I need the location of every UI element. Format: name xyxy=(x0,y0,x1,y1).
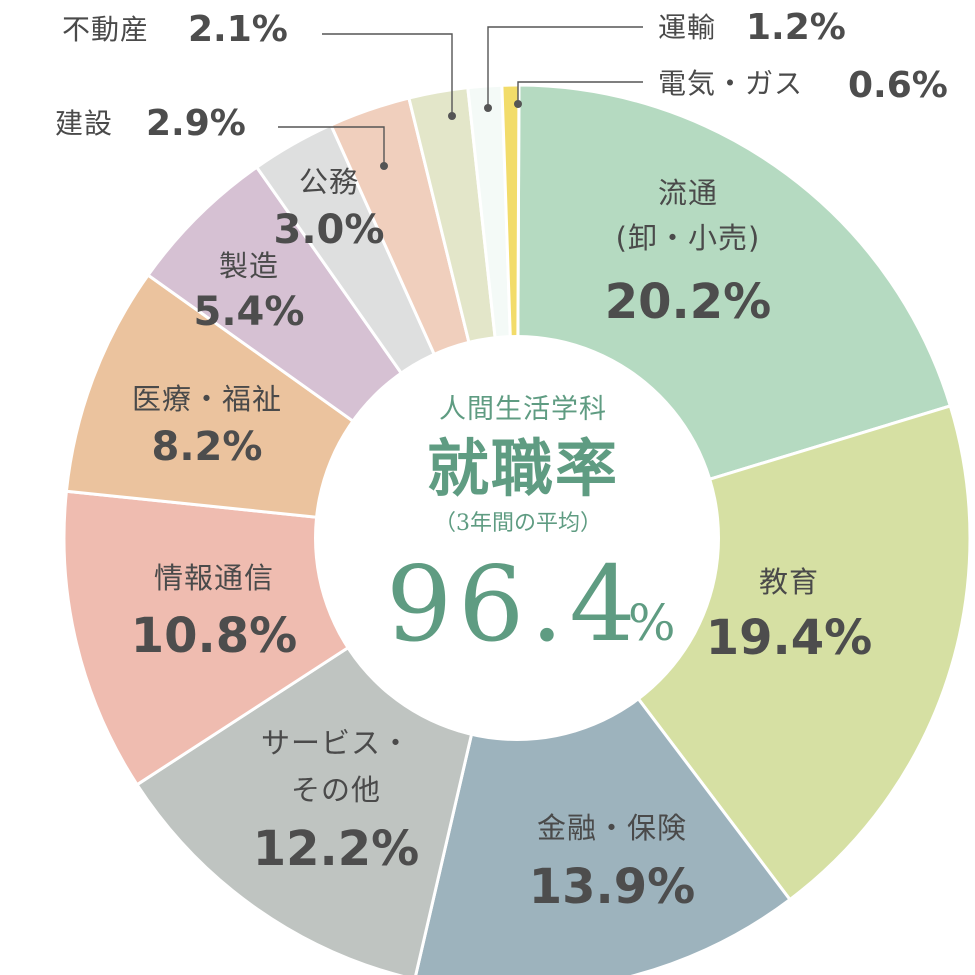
slice-label-4-line-0: 情報通信 xyxy=(154,561,274,595)
leader-line-10 xyxy=(487,26,643,108)
slice-label-10: 運輸 xyxy=(658,11,716,44)
slice-value-5: 8.2% xyxy=(152,424,263,470)
slice-label-1-line-0: 教育 xyxy=(759,565,819,599)
slice-label-5-line-0: 医療・福祉 xyxy=(132,382,282,416)
slice-label-0-line-1: (卸・小売) xyxy=(616,221,761,255)
slice-label-8: 建設 xyxy=(55,107,113,140)
slice-value-3: 12.2% xyxy=(253,821,420,877)
slice-value-4: 10.8% xyxy=(131,608,298,664)
slice-label-2-line-0: 金融・保険 xyxy=(537,811,687,845)
slice-label-11: 電気・ガス xyxy=(658,67,803,100)
center-rate: 96.4 xyxy=(386,543,642,665)
slice-value-2: 13.9% xyxy=(529,859,696,915)
slice-value-9: 2.1% xyxy=(188,9,288,50)
slice-value-6: 5.4% xyxy=(194,289,305,335)
slice-label-9: 不動産 xyxy=(62,13,149,46)
slice-label-0-line-0: 流通 xyxy=(658,176,718,210)
slice-label-7-line-0: 公務 xyxy=(299,165,359,199)
leader-line-11 xyxy=(517,81,643,104)
center-block: 人間生活学科 就職率 （3年間の平均） 96.4 % xyxy=(386,394,676,665)
slice-value-0: 20.2% xyxy=(605,274,772,330)
slice-labels: 流通 (卸・小売) 20.2% 教育 19.4% 金融・保険 13.9% サービス・その他 12… xyxy=(55,7,948,915)
slice-label-3-line-0: サービス・ xyxy=(261,726,411,760)
slice-value-7: 3.0% xyxy=(274,207,385,253)
donut-hole xyxy=(314,335,720,741)
slice-value-11: 0.6% xyxy=(848,65,948,106)
slice-label-3-line-1: その他 xyxy=(291,773,381,807)
center-department: 人間生活学科 xyxy=(439,394,607,425)
slice-value-10: 1.2% xyxy=(746,7,846,48)
leader-lines xyxy=(278,26,643,170)
slice-label-6-line-0: 製造 xyxy=(219,249,279,283)
slice-value-1: 19.4% xyxy=(706,610,873,666)
leader-dot-11 xyxy=(514,100,522,108)
leader-line-8 xyxy=(278,126,385,166)
leader-dot-8 xyxy=(380,162,388,170)
center-rate-unit: % xyxy=(628,594,676,652)
slice-value-8: 2.9% xyxy=(146,103,246,144)
center-subtitle: （3年間の平均） xyxy=(434,511,602,536)
leader-dot-9 xyxy=(448,112,456,120)
leader-dot-10 xyxy=(484,104,492,112)
leader-line-9 xyxy=(322,33,453,116)
center-title: 就職率 xyxy=(427,432,619,505)
